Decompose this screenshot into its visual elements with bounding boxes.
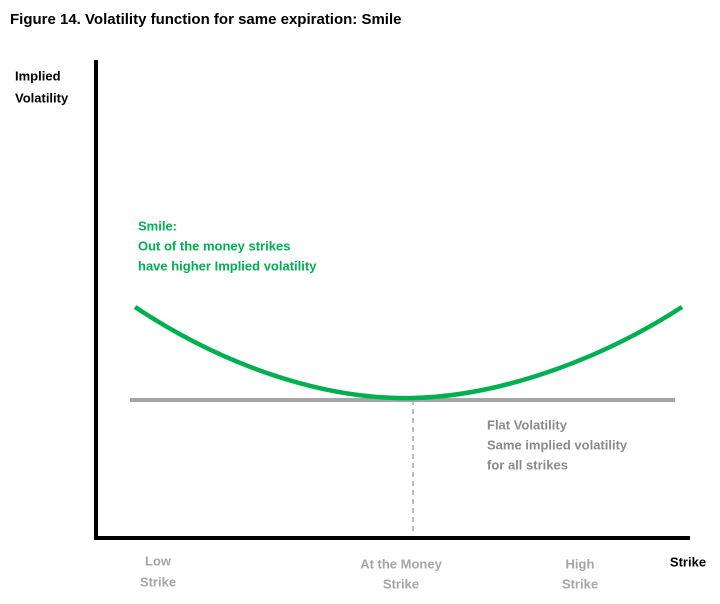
smile-note: Smile: <box>138 218 177 233</box>
x-label: At the Money <box>360 556 442 571</box>
flat-note: for all strikes <box>487 457 568 472</box>
x-axis-label: Strike <box>670 554 706 569</box>
flat-note: Same implied volatility <box>487 437 628 452</box>
x-label: Strike <box>562 576 598 591</box>
x-label: Low <box>145 553 172 568</box>
smile-note: Out of the money strikes <box>138 238 290 253</box>
smile-note: have higher Implied volatility <box>138 258 317 273</box>
x-label: High <box>566 556 595 571</box>
smile-curve <box>133 305 684 401</box>
x-label: Strike <box>383 576 419 591</box>
title: Figure 14. Volatility function for same … <box>10 11 401 28</box>
flat-note: Flat Volatility <box>487 417 568 432</box>
y-axis-label: Implied <box>15 68 61 83</box>
x-label: Strike <box>140 574 176 589</box>
y-axis-label: Volatility <box>15 90 69 105</box>
